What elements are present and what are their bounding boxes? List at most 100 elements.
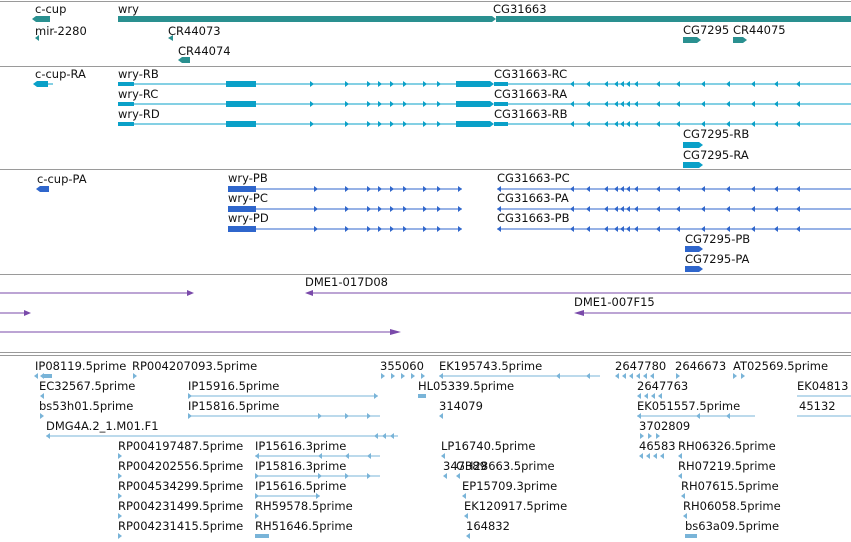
est-label[interactable]: 355060 <box>380 359 424 373</box>
est-feature[interactable] <box>188 413 380 419</box>
est-feature[interactable] <box>40 413 44 419</box>
est-feature[interactable] <box>676 373 680 379</box>
est-feature[interactable] <box>188 393 378 399</box>
est-feature[interactable] <box>439 413 443 419</box>
protein-feature-CG31663-PA[interactable] <box>497 206 851 212</box>
est-label[interactable]: IP15616.5prime <box>255 479 346 493</box>
mrna-label[interactable]: CG7295-RB <box>683 127 749 141</box>
protein-label[interactable]: CG31663-PB <box>497 211 570 225</box>
est-feature[interactable] <box>255 473 380 479</box>
est-label[interactable]: RH06326.5prime <box>678 439 776 453</box>
mrna-label[interactable]: CG7295-RA <box>683 148 749 162</box>
est-feature[interactable] <box>133 373 137 379</box>
est-feature[interactable] <box>40 393 44 399</box>
est-feature[interactable] <box>456 473 460 479</box>
gene-label[interactable]: c-cup <box>35 2 66 16</box>
protein-feature-CG31663-PC[interactable] <box>497 186 851 192</box>
gene-label[interactable]: CG31663 <box>493 2 547 16</box>
est-label[interactable]: LP16740.5prime <box>441 439 535 453</box>
est-label[interactable]: 2647763 <box>637 379 688 393</box>
mrna-feature-CG31663-RC[interactable] <box>494 81 851 87</box>
mrna-label[interactable]: wry-RB <box>118 67 159 81</box>
protein-label[interactable]: c-cup-PA <box>37 172 87 186</box>
est-feature[interactable] <box>466 533 470 539</box>
gene-feature-wry[interactable] <box>118 16 496 22</box>
est-label[interactable]: RP004231499.5prime <box>118 499 243 513</box>
bac-feature-DME1-007F15[interactable] <box>574 310 851 316</box>
mrna-label[interactable]: c-cup-RA <box>35 67 86 81</box>
est-label[interactable]: 45132 <box>799 399 836 413</box>
mrna-feature-CG7295-RA[interactable] <box>683 162 703 168</box>
gene-label[interactable]: wry <box>118 2 139 16</box>
mrna-feature-c-cup-RA[interactable] <box>33 81 53 87</box>
est-feature[interactable] <box>255 513 259 519</box>
est-feature[interactable] <box>34 373 52 379</box>
gene-label[interactable]: CR44075 <box>733 23 786 37</box>
est-label[interactable]: GH28663.5prime <box>456 459 555 473</box>
bac-label[interactable]: DME1-017D08 <box>305 275 388 289</box>
gene-label[interactable]: CR44074 <box>178 44 231 58</box>
est-label[interactable]: IP15816.5prime <box>188 399 279 413</box>
est-feature[interactable] <box>678 473 682 479</box>
est-label[interactable]: RP004231415.5prime <box>118 519 243 533</box>
est-label[interactable]: 164832 <box>466 519 510 533</box>
est-label[interactable]: 46583 <box>639 439 676 453</box>
est-label[interactable]: IP15916.5prime <box>188 379 279 393</box>
gene-feature-CG31663[interactable] <box>496 16 851 22</box>
bac-feature-DME1-017D08[interactable] <box>305 290 851 296</box>
est-feature[interactable] <box>685 534 697 538</box>
gene-feature-CR44075[interactable] <box>733 37 747 43</box>
est-label[interactable]: RP004202556.5prime <box>118 459 243 473</box>
est-feature[interactable] <box>118 453 122 459</box>
est-label[interactable]: 2647780 <box>615 359 666 373</box>
protein-feature-c-cup-PA[interactable] <box>36 186 49 192</box>
mrna-label[interactable]: CG31663-RB <box>494 107 568 121</box>
est-label[interactable]: HL05339.5prime <box>418 379 514 393</box>
protein-feature-CG7295-PA[interactable] <box>685 266 703 272</box>
est-feature[interactable] <box>439 373 600 379</box>
gene-feature-CR44074[interactable] <box>178 57 190 63</box>
est-feature[interactable] <box>637 393 662 399</box>
protein-label[interactable]: wry-PC <box>228 191 268 205</box>
est-feature[interactable] <box>639 453 664 459</box>
bac-label[interactable]: DME1-007F15 <box>574 295 655 309</box>
mrna-feature-CG31663-RA[interactable] <box>494 101 851 107</box>
protein-label[interactable]: wry-PD <box>228 211 269 225</box>
est-label[interactable]: RP004534299.5prime <box>118 479 243 493</box>
est-feature[interactable] <box>46 433 398 439</box>
mrna-feature-CG31663-RB[interactable] <box>494 121 851 127</box>
mrna-feature-wry-RC[interactable] <box>118 101 494 107</box>
est-label[interactable]: RH07219.5prime <box>678 459 776 473</box>
est-label[interactable]: bs53h01.5prime <box>39 399 133 413</box>
est-feature[interactable] <box>615 373 654 379</box>
est-label[interactable]: IP08119.5prime <box>35 359 126 373</box>
mrna-feature-CG7295-RB[interactable] <box>683 142 703 148</box>
protein-label[interactable]: CG31663-PA <box>497 191 569 205</box>
est-label[interactable]: EK120917.5prime <box>464 499 567 513</box>
est-feature[interactable] <box>683 513 687 519</box>
est-feature[interactable] <box>418 394 426 398</box>
est-label[interactable]: RH06058.5prime <box>683 499 781 513</box>
est-label[interactable]: EK051557.5prime <box>637 399 740 413</box>
protein-feature-wry-PD[interactable] <box>228 226 462 232</box>
gene-label[interactable]: CR44073 <box>168 24 221 38</box>
mrna-feature-wry-RB[interactable] <box>118 81 494 87</box>
protein-feature-CG31663-PB[interactable] <box>497 226 851 232</box>
protein-label[interactable]: CG31663-PC <box>497 171 570 185</box>
est-label[interactable]: IP15616.3prime <box>255 439 346 453</box>
est-feature[interactable] <box>118 473 122 479</box>
est-feature[interactable] <box>443 473 447 479</box>
mrna-label[interactable]: wry-RC <box>118 87 158 101</box>
est-feature[interactable] <box>118 533 122 539</box>
mrna-label[interactable]: wry-RD <box>118 107 160 121</box>
gene-label[interactable]: CG7295 <box>683 23 729 37</box>
est-feature[interactable] <box>637 413 755 419</box>
est-label[interactable]: EP15709.3prime <box>462 479 557 493</box>
est-label[interactable]: IP15816.3prime <box>255 459 346 473</box>
est-feature[interactable] <box>462 493 466 499</box>
est-feature[interactable] <box>381 373 425 379</box>
est-feature[interactable] <box>255 453 380 459</box>
est-feature[interactable] <box>255 534 269 538</box>
protein-feature-wry-PC[interactable] <box>228 206 462 212</box>
bac-feature[interactable] <box>0 290 194 296</box>
